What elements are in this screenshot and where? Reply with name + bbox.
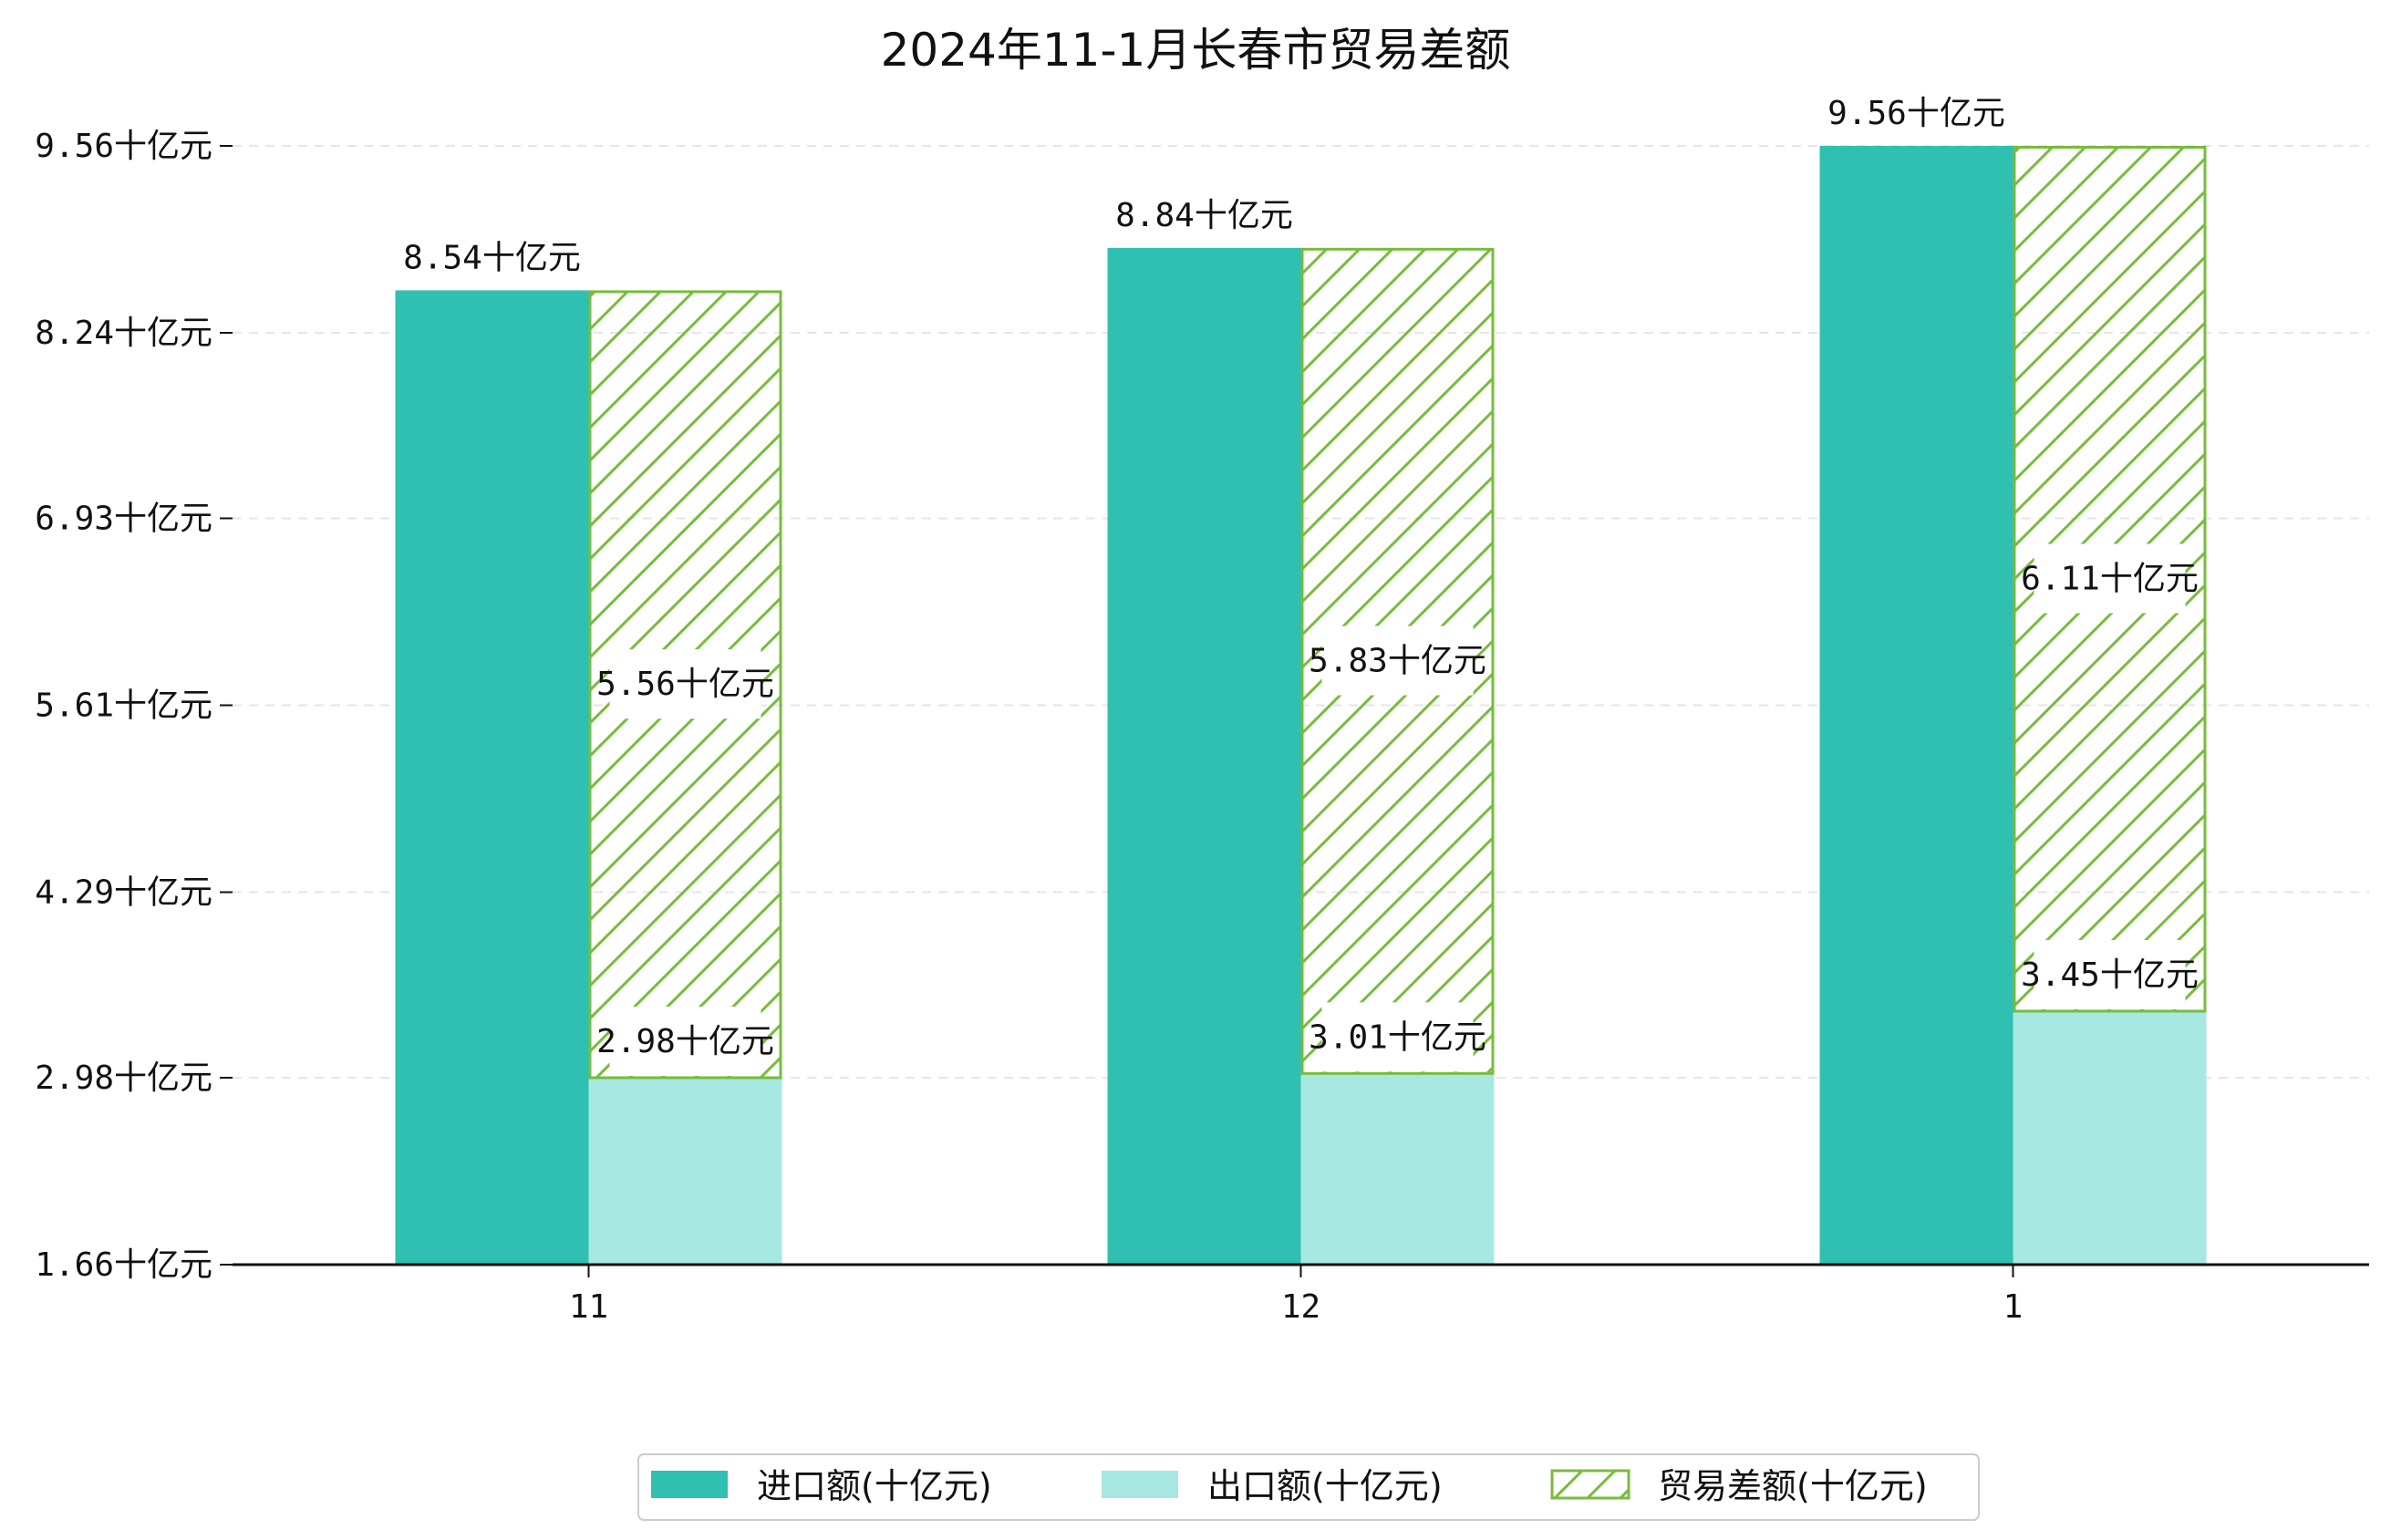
data-label: 3.01十亿元 [1309, 1018, 1486, 1056]
data-label: 2.98十亿元 [596, 1023, 774, 1060]
export-bar [2013, 1010, 2207, 1265]
data-label-box: 3.45十亿元 [2021, 939, 2199, 1009]
label-background [1321, 1002, 1474, 1072]
legend-swatch [1102, 1471, 1178, 1498]
legend-swatch [651, 1471, 728, 1498]
data-labels: 8.54十亿元 2.98十亿元 5.56十亿元 8.84十亿元 3.01十亿元 5.83十… [403, 95, 2199, 1076]
legend-box [637, 1453, 1980, 1521]
y-tick-label: 4.29十亿元 [35, 874, 212, 912]
y-tick-label: 6.93十亿元 [35, 500, 212, 537]
x-tick-label: 11 [569, 1288, 608, 1326]
export-bar [588, 1077, 782, 1265]
export-bar [1300, 1073, 1495, 1265]
x-axis: 11 12 1 [233, 1263, 2369, 1326]
legend-label: 出口额(十亿元) [1207, 1466, 1443, 1506]
legend-label: 进口额(十亿元) [757, 1466, 992, 1506]
data-label-box: 2.98十亿元 [596, 1006, 774, 1076]
data-label: 6.11十亿元 [2021, 560, 2199, 597]
import-value-label: 9.56十亿元 [1827, 95, 2005, 132]
chart-title: 2024年11-1月长春市贸易差额 [881, 24, 1511, 77]
x-tick-label: 12 [1281, 1288, 1320, 1326]
data-label: 5.56十亿元 [596, 666, 774, 703]
label-background [2034, 543, 2186, 614]
import-value-label: 8.54十亿元 [403, 239, 581, 276]
data-label-box: 5.83十亿元 [1309, 625, 1486, 696]
import-bar [1107, 247, 1301, 1265]
legend: 进口额(十亿元) 出口额(十亿元) 贸易差额(十亿元) [637, 1453, 1980, 1521]
data-label-box: 6.11十亿元 [2021, 543, 2199, 614]
y-tick-label: 8.24十亿元 [35, 315, 212, 352]
data-label-box: 5.56十亿元 [596, 649, 774, 719]
label-background [609, 649, 761, 719]
y-axis: 1.66十亿元 2.98十亿元 4.29十亿元 5.61十亿元 6.93十亿元 8.24十… [35, 128, 233, 1284]
y-tick-label: 5.61十亿元 [35, 687, 212, 725]
y-tick-label: 9.56十亿元 [35, 128, 212, 165]
data-label: 5.83十亿元 [1309, 643, 1486, 680]
import-bar [1819, 146, 2013, 1265]
y-tick-label: 1.66十亿元 [35, 1246, 212, 1284]
label-background [2034, 939, 2186, 1009]
data-label: 3.45十亿元 [2021, 956, 2199, 994]
data-label-box: 3.01十亿元 [1309, 1002, 1486, 1072]
import-value-label: 8.84十亿元 [1115, 197, 1293, 234]
label-background [1321, 625, 1474, 696]
legend-label: 贸易差额(十亿元) [1658, 1466, 1928, 1506]
x-tick-label: 1 [2003, 1288, 2024, 1326]
import-bar [395, 290, 589, 1265]
legend-swatch [1550, 1469, 1630, 1500]
y-tick-label: 2.98十亿元 [35, 1059, 212, 1097]
label-background [609, 1006, 761, 1076]
